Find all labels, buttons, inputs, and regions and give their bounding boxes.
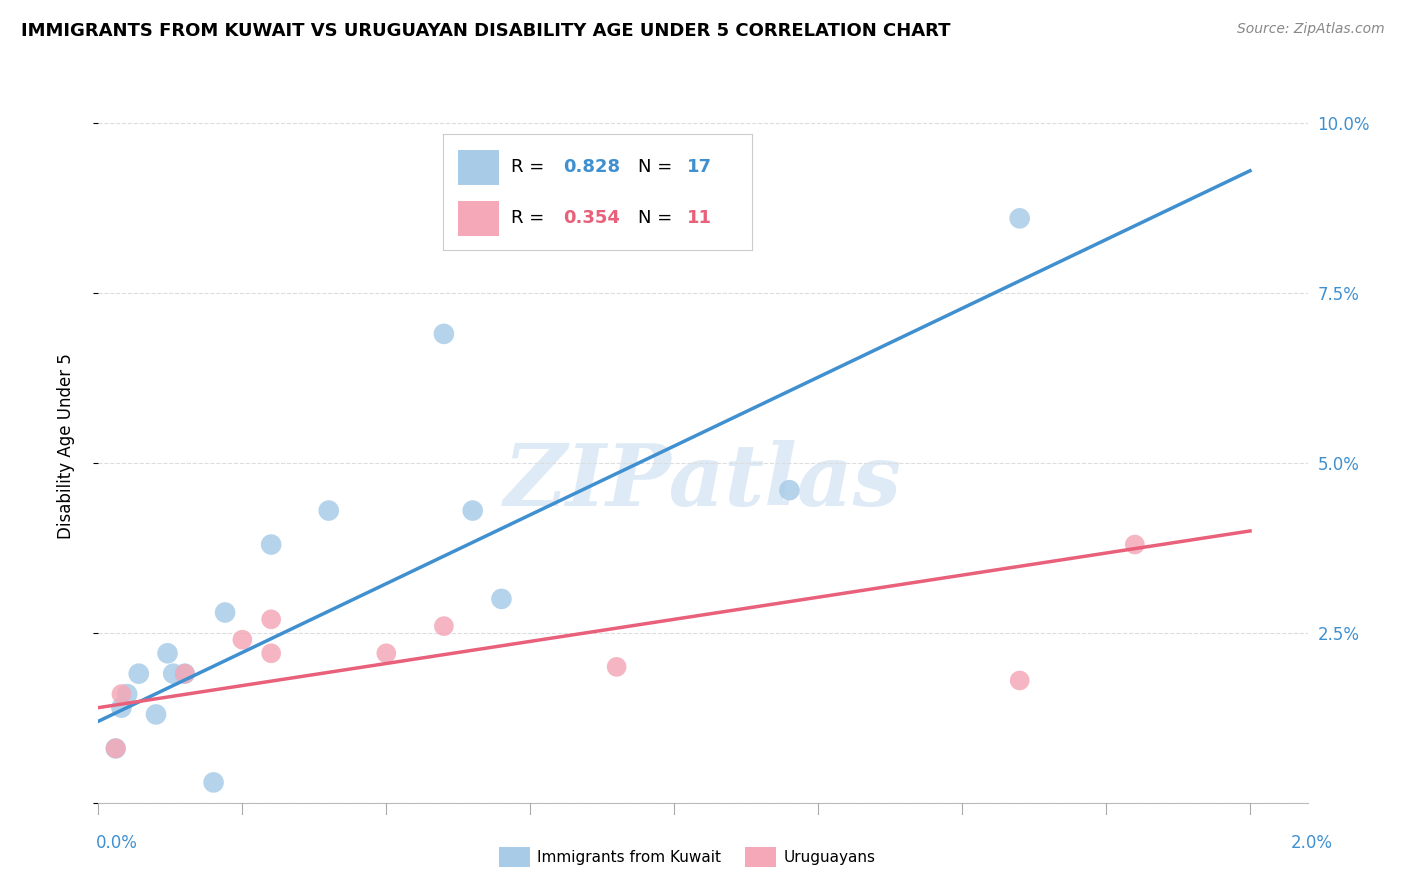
Text: 11: 11 xyxy=(688,209,713,227)
Text: 2.0%: 2.0% xyxy=(1291,834,1333,852)
Point xyxy=(145,707,167,722)
Point xyxy=(156,646,179,660)
Text: 17: 17 xyxy=(688,158,713,176)
Point xyxy=(110,687,132,701)
Point xyxy=(1008,673,1031,688)
Point xyxy=(433,619,456,633)
Point xyxy=(202,775,225,789)
Text: ZIPatlas: ZIPatlas xyxy=(503,440,903,524)
Point xyxy=(260,646,283,660)
Point xyxy=(162,666,184,681)
Point xyxy=(778,483,800,498)
Point xyxy=(433,326,456,341)
Point xyxy=(1008,211,1031,226)
Point xyxy=(110,700,132,714)
Text: Uruguayans: Uruguayans xyxy=(783,850,875,864)
Point xyxy=(173,666,195,681)
Point xyxy=(606,660,628,674)
Point xyxy=(104,741,127,756)
Point xyxy=(461,503,484,517)
Text: 0.354: 0.354 xyxy=(564,209,620,227)
Text: Immigrants from Kuwait: Immigrants from Kuwait xyxy=(537,850,721,864)
Point xyxy=(1123,537,1146,551)
FancyBboxPatch shape xyxy=(458,201,499,235)
Point xyxy=(375,646,398,660)
Point xyxy=(214,606,236,620)
Point xyxy=(104,741,127,756)
Text: R =: R = xyxy=(510,209,550,227)
Text: N =: N = xyxy=(638,158,678,176)
Point xyxy=(491,591,513,606)
Point xyxy=(115,687,138,701)
FancyBboxPatch shape xyxy=(458,150,499,185)
Point xyxy=(231,632,253,647)
Text: R =: R = xyxy=(510,158,550,176)
Text: 0.828: 0.828 xyxy=(564,158,620,176)
Text: Source: ZipAtlas.com: Source: ZipAtlas.com xyxy=(1237,22,1385,37)
Text: N =: N = xyxy=(638,209,678,227)
Point xyxy=(260,612,283,626)
Point xyxy=(260,537,283,551)
Text: 0.0%: 0.0% xyxy=(96,834,138,852)
Text: IMMIGRANTS FROM KUWAIT VS URUGUAYAN DISABILITY AGE UNDER 5 CORRELATION CHART: IMMIGRANTS FROM KUWAIT VS URUGUAYAN DISA… xyxy=(21,22,950,40)
Y-axis label: Disability Age Under 5: Disability Age Under 5 xyxy=(56,353,75,539)
Point xyxy=(128,666,150,681)
Point xyxy=(318,503,340,517)
Point xyxy=(173,666,195,681)
